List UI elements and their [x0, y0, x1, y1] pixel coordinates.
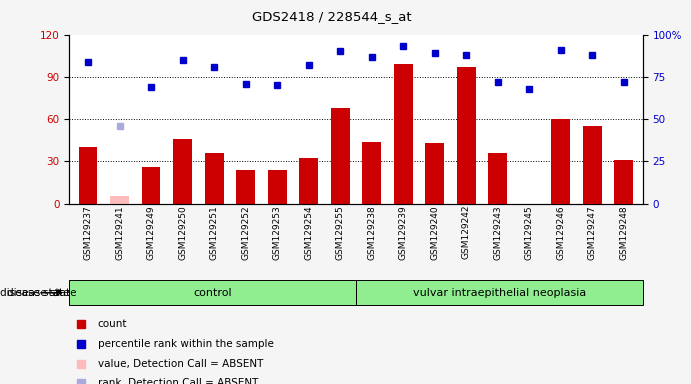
Bar	[457, 67, 475, 204]
Text: GDS2418 / 228544_s_at: GDS2418 / 228544_s_at	[252, 10, 412, 23]
Bar	[267, 170, 287, 204]
Bar	[142, 167, 160, 204]
Bar	[614, 160, 633, 204]
Bar	[394, 64, 413, 204]
Bar	[583, 126, 602, 204]
Bar	[299, 159, 318, 204]
Text: percentile rank within the sample: percentile rank within the sample	[98, 339, 274, 349]
Bar	[551, 119, 570, 204]
Text: disease state: disease state	[7, 288, 77, 298]
Text: control: control	[193, 288, 231, 298]
Bar	[356, 280, 643, 305]
Bar	[425, 143, 444, 204]
Text: disease state: disease state	[0, 288, 70, 298]
Text: rank, Detection Call = ABSENT: rank, Detection Call = ABSENT	[98, 377, 258, 384]
Bar	[110, 197, 129, 204]
Bar	[69, 280, 356, 305]
Text: value, Detection Call = ABSENT: value, Detection Call = ABSENT	[98, 359, 263, 369]
Bar	[79, 147, 97, 204]
Text: vulvar intraepithelial neoplasia: vulvar intraepithelial neoplasia	[413, 288, 586, 298]
Bar	[205, 153, 223, 204]
Bar	[362, 142, 381, 204]
Bar	[236, 170, 255, 204]
Bar	[173, 139, 192, 204]
Bar	[489, 153, 507, 204]
Bar	[331, 108, 350, 204]
Text: count: count	[98, 319, 127, 329]
